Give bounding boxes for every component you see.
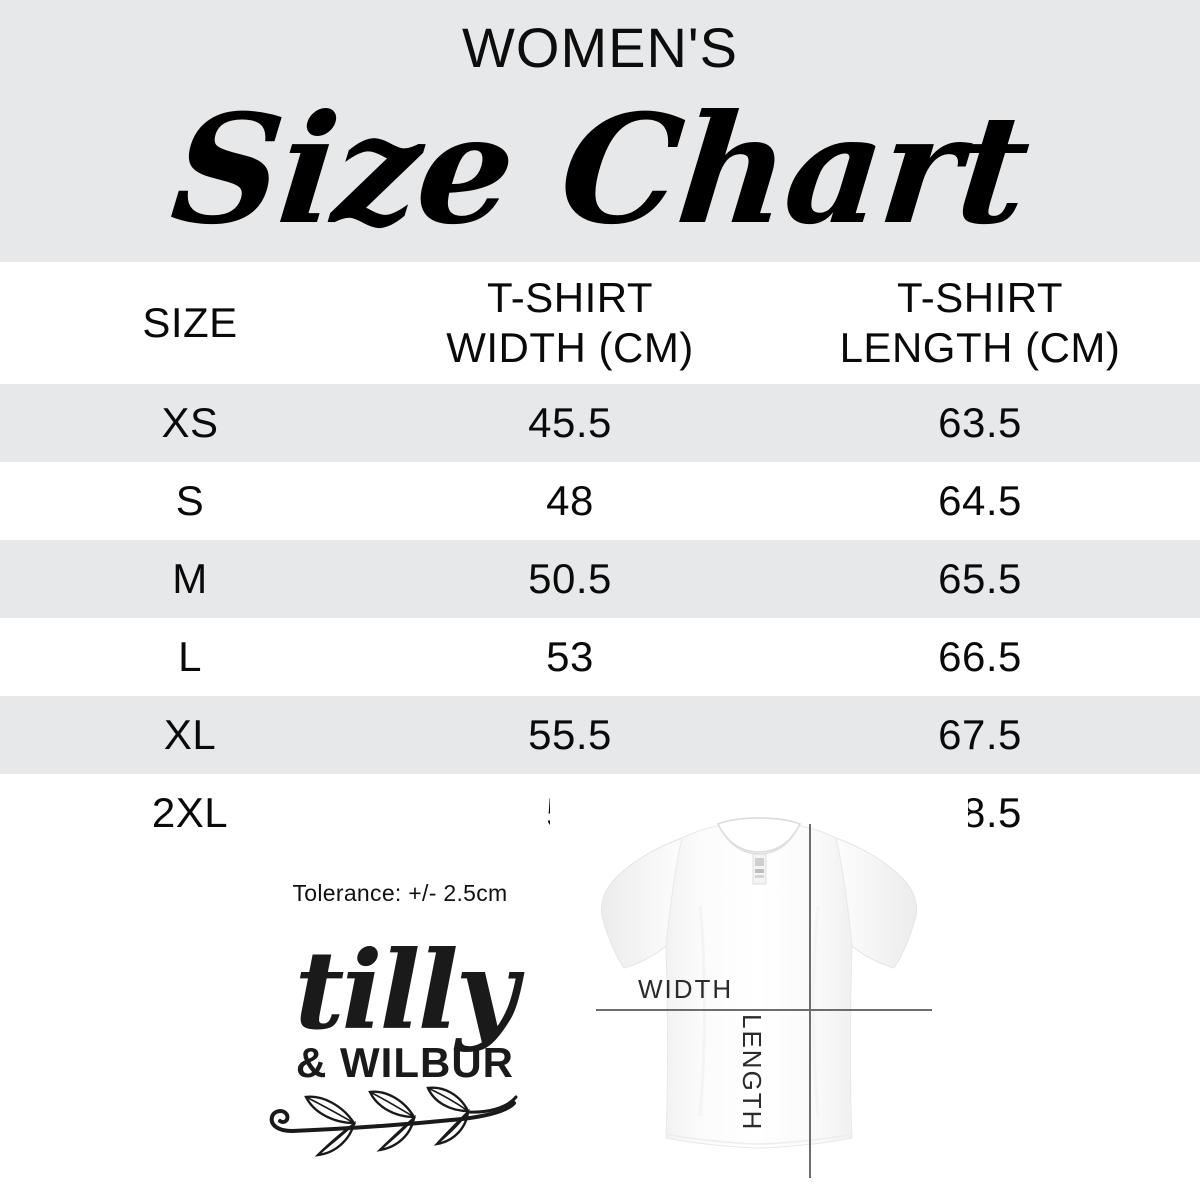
column-header-length-line1: T-SHIRT (896, 274, 1064, 321)
table-row: L 53 66.5 (0, 618, 1200, 696)
cell-width: 45.5 (528, 399, 612, 446)
table-row: XS 45.5 63.5 (0, 384, 1200, 462)
cell-width: 50.5 (528, 555, 612, 602)
womens-eyebrow-label: WOMEN'S (462, 16, 738, 79)
cell-size: 2XL (151, 789, 229, 836)
leafy-branch-icon (269, 1086, 518, 1157)
cell-length: 65.5 (938, 555, 1022, 602)
cell-size: S (175, 477, 205, 524)
cell-width: 55.5 (528, 711, 612, 758)
cell-width: 48 (546, 477, 594, 524)
column-header-width-line1: T-SHIRT (486, 274, 654, 321)
cell-size: XS (161, 399, 219, 446)
column-header-length-line2: LENGTH (CM) (839, 324, 1121, 371)
page-title: Size Chart (164, 82, 1036, 258)
cell-size: M (172, 555, 208, 602)
title-banner: WOMEN'S Size Chart (0, 0, 1200, 262)
table-row: S 48 64.5 (0, 462, 1200, 540)
table-row: M 50.5 65.5 (0, 540, 1200, 618)
cell-length: 66.5 (938, 633, 1022, 680)
column-header-width: T-SHIRT WIDTH (CM) (380, 262, 760, 384)
brand-name-script: tilly (294, 928, 519, 1054)
length-measure-label: LENGTH (737, 1014, 767, 1132)
tolerance-note: Tolerance: +/- 2.5cm (292, 880, 508, 906)
width-measure-label: WIDTH (638, 974, 734, 1004)
tshirt-diagram: WIDTH LENGTH (550, 786, 968, 1200)
brand-logo: tilly & WILBUR (260, 935, 550, 1165)
cell-size: L (178, 633, 202, 680)
column-header-length: T-SHIRT LENGTH (CM) (760, 262, 1200, 384)
column-header-width-line2: WIDTH (CM) (446, 324, 694, 371)
cell-length: 63.5 (938, 399, 1022, 446)
tshirt-illustration-icon (596, 817, 932, 1178)
cell-width: 53 (546, 633, 594, 680)
column-header-size: SIZE (0, 262, 380, 384)
cell-size: XL (163, 711, 217, 758)
size-table: SIZE T-SHIRT WIDTH (CM) T-SHIRT LENGTH (… (0, 262, 1200, 852)
table-row: XL 55.5 67.5 (0, 696, 1200, 774)
brand-name-sub: & WILBUR (296, 1039, 514, 1086)
cell-length: 67.5 (938, 711, 1022, 758)
table-header-row: SIZE T-SHIRT WIDTH (CM) T-SHIRT LENGTH (… (0, 262, 1200, 384)
column-header-size-line1: SIZE (142, 299, 238, 346)
cell-length: 64.5 (938, 477, 1022, 524)
